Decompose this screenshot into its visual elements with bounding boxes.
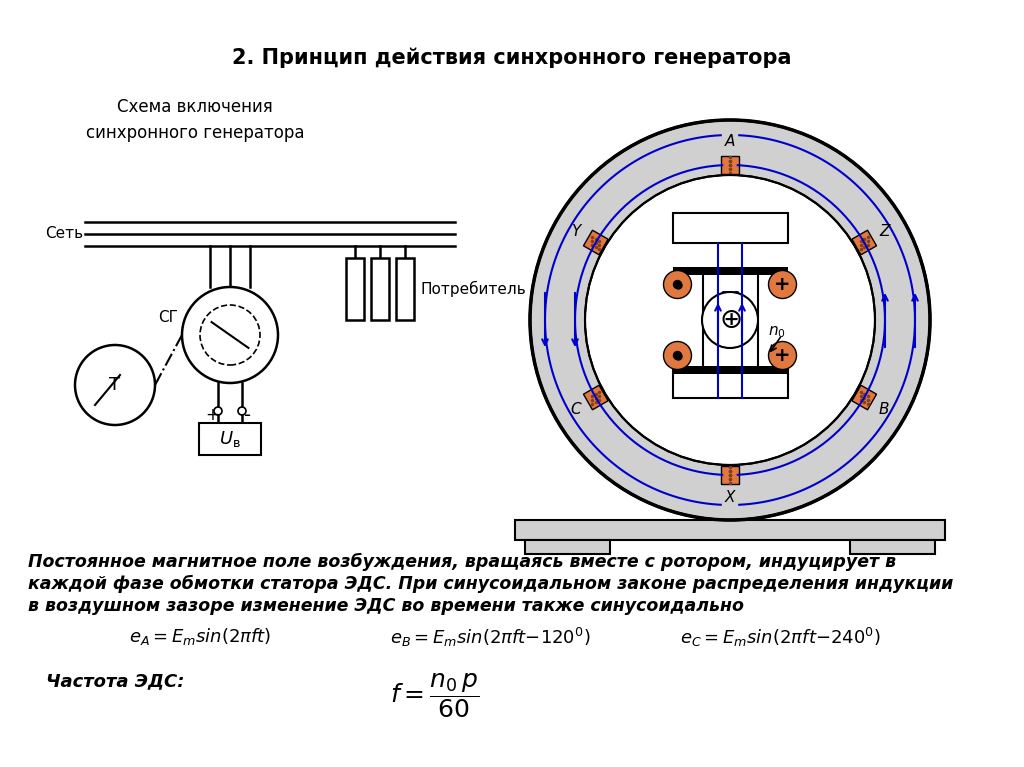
Text: Постоянное магнитное поле возбуждения, вращаясь вместе с ротором, индуцирует в: Постоянное магнитное поле возбуждения, в… [28, 553, 896, 571]
Circle shape [702, 292, 758, 348]
Text: $e_B{=}E_m sin(2\pi ft{-}120^0)$: $e_B{=}E_m sin(2\pi ft{-}120^0)$ [390, 626, 590, 649]
Circle shape [664, 271, 691, 298]
Circle shape [768, 271, 797, 298]
Text: B: B [879, 401, 890, 416]
Bar [584, 230, 608, 255]
Text: +: + [774, 346, 791, 365]
Bar [515, 520, 945, 540]
Bar [702, 272, 758, 367]
Circle shape [664, 341, 691, 370]
Circle shape [530, 120, 930, 520]
Bar [850, 540, 935, 554]
Text: +: + [205, 406, 219, 424]
Bar [584, 385, 608, 410]
Circle shape [75, 345, 155, 425]
Bar [852, 230, 877, 255]
Circle shape [585, 175, 874, 465]
Text: $\boldsymbol{n_0}$: $\boldsymbol{n_0}$ [768, 324, 785, 340]
Bar [673, 266, 787, 275]
Bar [673, 366, 787, 374]
Bar [525, 540, 610, 554]
Circle shape [182, 287, 278, 383]
Text: Частота ЭДС:: Частота ЭДС: [46, 672, 185, 690]
Bar [721, 466, 739, 484]
Text: каждой фазе обмотки статора ЭДС. При синусоидальном законе распределения индукци: каждой фазе обмотки статора ЭДС. При син… [28, 575, 953, 593]
Text: A: A [725, 134, 735, 150]
Bar [371, 258, 389, 320]
Text: $e_A{=}E_m sin(2\pi ft)$: $e_A{=}E_m sin(2\pi ft)$ [129, 626, 271, 647]
Bar [721, 156, 739, 174]
Bar [199, 423, 261, 455]
Text: C: C [570, 401, 582, 416]
Text: Сеть: Сеть [45, 226, 83, 242]
Text: в воздушном зазоре изменение ЭДС во времени также синусоидально: в воздушном зазоре изменение ЭДС во врем… [28, 597, 744, 615]
Text: S: S [721, 326, 739, 350]
Bar [673, 367, 787, 397]
Text: $\oplus$: $\oplus$ [719, 306, 741, 334]
Text: СГ: СГ [158, 310, 178, 324]
Text: -: - [245, 406, 252, 424]
Text: $U_\mathrm{в}$: $U_\mathrm{в}$ [219, 429, 241, 449]
Text: Схема включения
синхронного генератора: Схема включения синхронного генератора [86, 98, 304, 141]
Text: 2. Принцип действия синхронного генератора: 2. Принцип действия синхронного генерато… [232, 48, 792, 68]
Text: +: + [774, 275, 791, 294]
Circle shape [674, 281, 682, 288]
Bar [396, 258, 414, 320]
Text: N: N [720, 290, 740, 314]
Text: Z: Z [879, 223, 890, 239]
Bar [673, 212, 787, 242]
Circle shape [674, 351, 682, 360]
Text: Т: Т [110, 376, 121, 394]
Circle shape [768, 341, 797, 370]
Text: $f = \dfrac{n_0 \, p}{60}$: $f = \dfrac{n_0 \, p}{60}$ [390, 671, 479, 719]
Bar [852, 385, 877, 410]
Text: $e_C{=}E_m sin(2\pi ft{-}240^0)$: $e_C{=}E_m sin(2\pi ft{-}240^0)$ [680, 626, 881, 649]
Bar [346, 258, 364, 320]
Text: Y: Y [571, 223, 581, 239]
Text: Потребитель: Потребитель [420, 281, 525, 297]
Text: X: X [725, 491, 735, 505]
